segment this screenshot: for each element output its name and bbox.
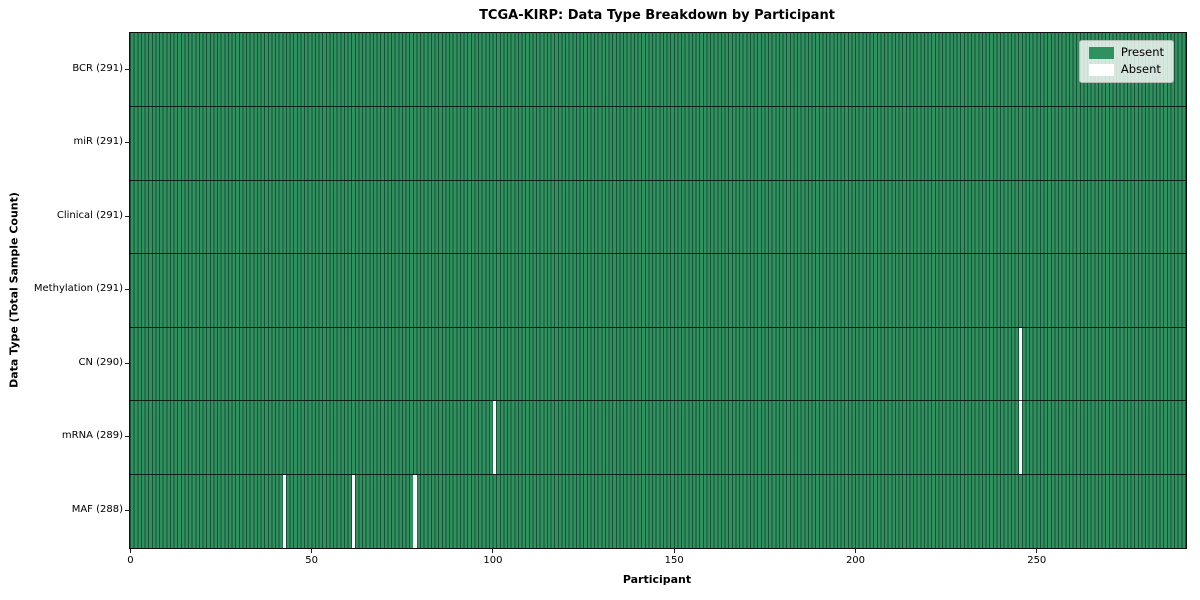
- y-tick-mark: [124, 436, 129, 438]
- y-tick-label-BCR: BCR (291): [72, 62, 123, 74]
- x-tick-mark: [673, 548, 675, 553]
- row-separator: [130, 253, 1186, 254]
- x-axis-title: Participant: [622, 573, 692, 586]
- x-tick-mark: [492, 548, 494, 553]
- absent-gap-MAF-78: [413, 474, 417, 548]
- legend-swatch-absent: [1088, 64, 1114, 76]
- y-tick-mark: [124, 289, 129, 291]
- x-tick-label-0: 0: [127, 554, 134, 566]
- legend-swatch-present: [1088, 47, 1114, 59]
- x-tick-label-50: 50: [305, 554, 319, 566]
- row-separator: [130, 473, 1186, 475]
- legend-entry-absent: Absent: [1088, 62, 1164, 77]
- row-separator: [130, 326, 1186, 328]
- x-tick-label-250: 250: [1027, 554, 1047, 566]
- legend-label: Absent: [1120, 62, 1161, 77]
- x-tick-label-150: 150: [664, 554, 684, 566]
- y-tick-mark: [124, 362, 129, 364]
- x-tick-label-100: 100: [483, 554, 503, 566]
- y-tick-mark: [124, 509, 129, 511]
- x-tick-label-200: 200: [845, 554, 866, 566]
- y-tick-mark: [124, 142, 129, 144]
- y-tick-label-Methylation: Methylation (291): [33, 283, 123, 295]
- chart-title: TCGA-KIRP: Data Type Breakdown by Partic…: [479, 8, 835, 23]
- x-tick-mark: [854, 548, 856, 553]
- absent-gap-CN-245: [1018, 327, 1023, 401]
- y-tick-mark: [124, 68, 129, 70]
- absent-gap-MAF-61: [351, 474, 355, 548]
- row-separator: [130, 106, 1186, 107]
- y-tick-label-miR: miR (291): [73, 136, 123, 148]
- x-tick-mark: [311, 548, 313, 553]
- y-tick-mark: [124, 215, 129, 217]
- absent-gap-mRNA-245: [1018, 401, 1023, 474]
- y-tick-label-MAF: MAF (288): [71, 503, 123, 515]
- y-tick-label-CN: CN (290): [78, 356, 123, 368]
- row-separator: [130, 400, 1186, 401]
- x-tick-mark: [129, 548, 131, 553]
- x-tick-mark: [1036, 548, 1038, 553]
- legend-entry-present: Present: [1088, 45, 1164, 60]
- plot-area: Present Absent: [129, 32, 1187, 549]
- y-tick-label-mRNA: mRNA (289): [61, 430, 123, 442]
- legend-label: Present: [1120, 45, 1164, 60]
- legend: Present Absent: [1078, 40, 1174, 83]
- absent-gap-mRNA-100: [493, 401, 497, 474]
- absent-gap-MAF-42: [282, 474, 287, 548]
- row-separator: [130, 179, 1186, 181]
- y-tick-label-Clinical: Clinical (291): [56, 209, 123, 221]
